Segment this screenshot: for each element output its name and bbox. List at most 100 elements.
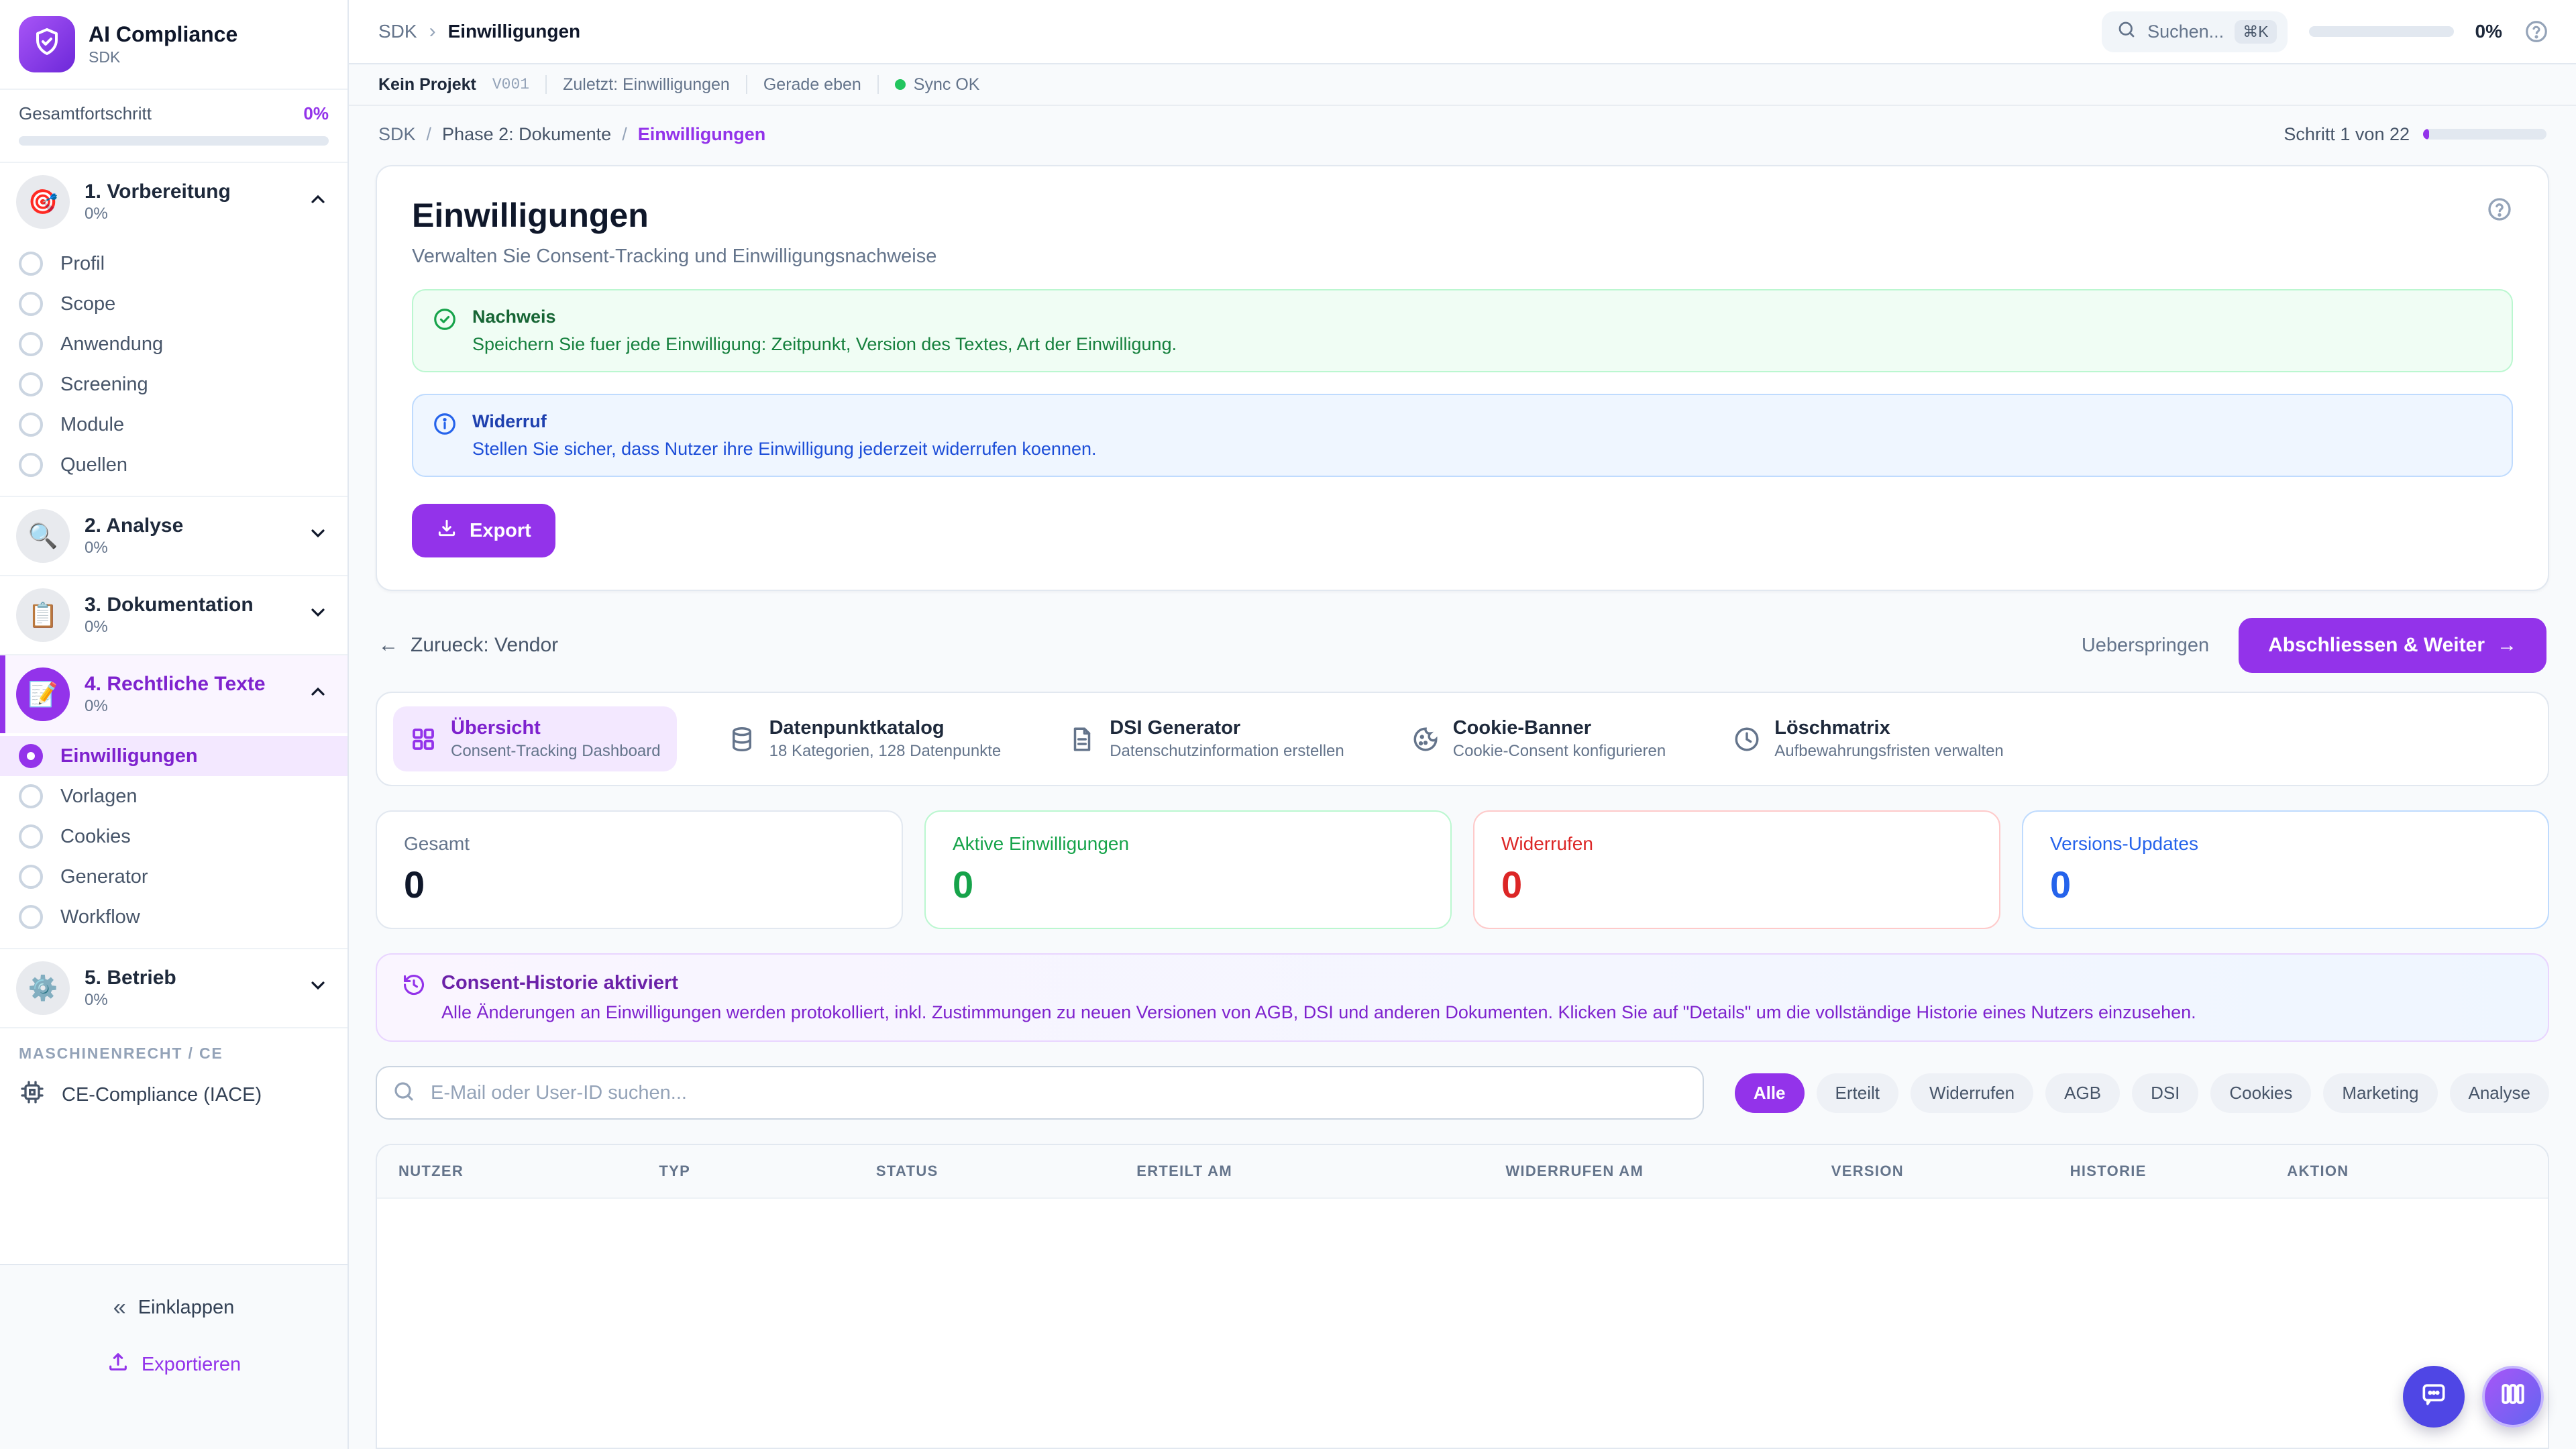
chevron-down-icon — [307, 975, 329, 1002]
sidebar-section-betrieb[interactable]: ⚙️ 5. Betrieb 0% — [0, 948, 347, 1027]
help-icon[interactable] — [2524, 19, 2549, 44]
notice-text: Stellen Sie sicher, dass Nutzer ihre Ein… — [472, 439, 1097, 459]
sidebar-section-vorbereitung[interactable]: 🎯 1. Vorbereitung 0% — [0, 163, 347, 241]
check-circle-icon — [432, 307, 458, 355]
global-search[interactable]: Suchen... ⌘K — [2102, 11, 2288, 52]
sidebar-section-dokumentation[interactable]: 📋 3. Dokumentation 0% — [0, 575, 347, 654]
tab-loeschmatrix[interactable]: Löschmatrix Aufbewahrungsfristen verwalt… — [1717, 706, 2020, 771]
target-icon: 🎯 — [16, 175, 70, 229]
overall-progress-label: Gesamtfortschritt — [19, 103, 152, 123]
cookie-icon — [1411, 725, 1440, 753]
filter-pill-agb[interactable]: AGB — [2045, 1073, 2121, 1113]
arrow-left-icon: ← — [378, 634, 398, 656]
tab-dsi-generator[interactable]: DSI Generator Datenschutzinformation ers… — [1052, 706, 1360, 771]
stat-widerrufen: Widerrufen 0 — [1473, 810, 2000, 929]
app-title: AI Compliance — [89, 22, 238, 46]
crumb-parent[interactable]: Phase 2: Dokumente — [442, 123, 612, 144]
radio-icon — [19, 372, 43, 396]
skip-button[interactable]: Ueberspringen — [2081, 634, 2210, 656]
back-link[interactable]: ← Zurueck: Vendor — [378, 634, 559, 656]
chevron-up-icon — [307, 681, 329, 708]
sidebar-item-screening[interactable]: Screening — [0, 364, 347, 405]
sidebar-item-ce-compliance[interactable]: CE-Compliance (IACE) — [0, 1068, 347, 1127]
version-tag: V001 — [492, 76, 530, 93]
page-content: Einwilligungen Verwalten Sie Consent-Tra… — [349, 162, 2576, 1449]
sync-ok-dot — [894, 79, 906, 90]
chat-button[interactable] — [2403, 1366, 2465, 1428]
app-logo — [19, 16, 75, 72]
card-help-icon[interactable] — [2486, 196, 2513, 223]
history-icon — [401, 972, 427, 1023]
sidebar-group-label: MASCHINENRECHT / CE — [0, 1027, 347, 1068]
chevron-down-icon — [307, 602, 329, 629]
col-aktion: AKTION — [2287, 1163, 2349, 1179]
radio-icon — [19, 905, 43, 929]
section-items-vorbereitung: Profil Scope Anwendung Screening Module … — [0, 241, 347, 496]
sidebar-item-generator[interactable]: Generator — [0, 857, 347, 897]
tab-cookie-banner[interactable]: Cookie-Banner Cookie-Consent konfigurier… — [1395, 706, 1682, 771]
col-widerrufen-am: WIDERRUFEN AM — [1505, 1163, 1644, 1179]
table-header-row: NUTZER TYP STATUS ERTEILT AM WIDERRUFEN … — [377, 1145, 2548, 1199]
sidebar-item-module[interactable]: Module — [0, 405, 347, 445]
tab-strip: Übersicht Consent-Tracking Dashboard Dat… — [376, 692, 2549, 786]
col-historie: HISTORIE — [2070, 1163, 2147, 1179]
columns-icon — [2498, 1379, 2528, 1414]
stat-gesamt: Gesamt 0 — [376, 810, 903, 929]
sync-label: Sync OK — [913, 74, 980, 94]
search-icon — [392, 1079, 416, 1109]
radio-icon — [19, 413, 43, 437]
tab-uebersicht[interactable]: Übersicht Consent-Tracking Dashboard — [393, 706, 677, 771]
crumb-current: Einwilligungen — [637, 123, 766, 144]
col-version: VERSION — [1831, 1163, 1904, 1179]
filter-pill-erteilt[interactable]: Erteilt — [1816, 1073, 1898, 1113]
filter-pill-alle[interactable]: Alle — [1734, 1073, 1805, 1113]
step-navigation: ← Zurueck: Vendor Ueberspringen Abschlie… — [376, 591, 2549, 692]
radio-selected-icon — [19, 744, 43, 768]
filter-pill-analyse[interactable]: Analyse — [2449, 1073, 2549, 1113]
search-icon — [2116, 19, 2137, 44]
sidebar-item-cookies[interactable]: Cookies — [0, 816, 347, 857]
filter-pills: Alle Erteilt Widerrufen AGB DSI Cookies … — [1734, 1073, 2549, 1113]
step-label: Schritt 1 von 22 — [2284, 123, 2410, 144]
sidebar-item-anwendung[interactable]: Anwendung — [0, 324, 347, 364]
user-search-input[interactable] — [376, 1066, 1704, 1120]
filter-pill-widerrufen[interactable]: Widerrufen — [1910, 1073, 2034, 1113]
sidebar: AI Compliance SDK Gesamtfortschritt 0% 🎯… — [0, 0, 349, 1449]
chevron-down-icon — [307, 523, 329, 549]
col-nutzer: NUTZER — [398, 1163, 464, 1179]
columns-button[interactable] — [2482, 1366, 2544, 1428]
sidebar-item-einwilligungen[interactable]: Einwilligungen — [0, 736, 347, 776]
stat-aktive: Aktive Einwilligungen 0 — [924, 810, 1452, 929]
chat-bubble-icon — [2419, 1379, 2449, 1414]
finish-next-button[interactable]: Abschliessen & Weiter → — [2239, 618, 2546, 673]
sidebar-section-rechtliche-texte[interactable]: 📝 4. Rechtliche Texte 0% — [0, 654, 347, 733]
tab-datenpunktkatalog[interactable]: Datenpunktkatalog 18 Kategorien, 128 Dat… — [712, 706, 1018, 771]
sidebar-item-quellen[interactable]: Quellen — [0, 445, 347, 485]
filter-pill-dsi[interactable]: DSI — [2132, 1073, 2199, 1113]
clipboard-icon: 📋 — [16, 588, 70, 642]
filter-pill-marketing[interactable]: Marketing — [2323, 1073, 2438, 1113]
sidebar-item-vorlagen[interactable]: Vorlagen — [0, 776, 347, 816]
last-time: Gerade eben — [763, 74, 861, 94]
breadcrumb-root[interactable]: SDK — [378, 21, 417, 42]
radio-icon — [19, 252, 43, 276]
double-chevron-left-icon: « — [113, 1295, 126, 1320]
chevron-right-icon: › — [429, 20, 436, 42]
sidebar-item-profil[interactable]: Profil — [0, 244, 347, 284]
radio-icon — [19, 865, 43, 889]
sidebar-export-button[interactable]: Exportieren — [0, 1340, 347, 1389]
crumb-root[interactable]: SDK — [378, 123, 416, 144]
floating-buttons — [2403, 1366, 2544, 1428]
sidebar-item-scope[interactable]: Scope — [0, 284, 347, 324]
export-button[interactable]: Export — [412, 504, 555, 557]
gear-icon: ⚙️ — [16, 961, 70, 1015]
sidebar-section-analyse[interactable]: 🔍 2. Analyse 0% — [0, 496, 347, 575]
stat-cards: Gesamt 0 Aktive Einwilligungen 0 Widerru… — [376, 810, 2549, 929]
collapse-sidebar-button[interactable]: « Einklappen — [113, 1295, 235, 1320]
radio-icon — [19, 784, 43, 808]
sidebar-item-workflow[interactable]: Workflow — [0, 897, 347, 937]
filter-pill-cookies[interactable]: Cookies — [2210, 1073, 2312, 1113]
sidebar-nav: 🎯 1. Vorbereitung 0% Profil Scope Anwend… — [0, 163, 347, 1264]
memo-icon: 📝 — [16, 667, 70, 721]
sync-status: Sync OK — [894, 74, 980, 95]
